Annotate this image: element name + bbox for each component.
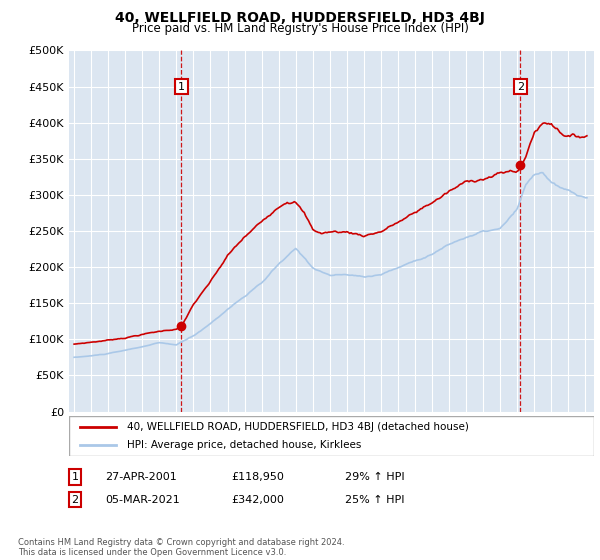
Text: 1: 1 xyxy=(178,82,185,91)
Text: £342,000: £342,000 xyxy=(231,494,284,505)
Text: 05-MAR-2021: 05-MAR-2021 xyxy=(105,494,180,505)
Text: 2: 2 xyxy=(517,82,524,91)
Text: Contains HM Land Registry data © Crown copyright and database right 2024.
This d: Contains HM Land Registry data © Crown c… xyxy=(18,538,344,557)
Text: 25% ↑ HPI: 25% ↑ HPI xyxy=(345,494,404,505)
Text: 1: 1 xyxy=(71,472,79,482)
Text: Price paid vs. HM Land Registry's House Price Index (HPI): Price paid vs. HM Land Registry's House … xyxy=(131,22,469,35)
Text: 29% ↑ HPI: 29% ↑ HPI xyxy=(345,472,404,482)
Text: HPI: Average price, detached house, Kirklees: HPI: Average price, detached house, Kirk… xyxy=(127,440,361,450)
Text: 40, WELLFIELD ROAD, HUDDERSFIELD, HD3 4BJ (detached house): 40, WELLFIELD ROAD, HUDDERSFIELD, HD3 4B… xyxy=(127,422,469,432)
Text: 40, WELLFIELD ROAD, HUDDERSFIELD, HD3 4BJ: 40, WELLFIELD ROAD, HUDDERSFIELD, HD3 4B… xyxy=(115,11,485,25)
Text: 2: 2 xyxy=(71,494,79,505)
Text: 27-APR-2001: 27-APR-2001 xyxy=(105,472,177,482)
Text: £118,950: £118,950 xyxy=(231,472,284,482)
